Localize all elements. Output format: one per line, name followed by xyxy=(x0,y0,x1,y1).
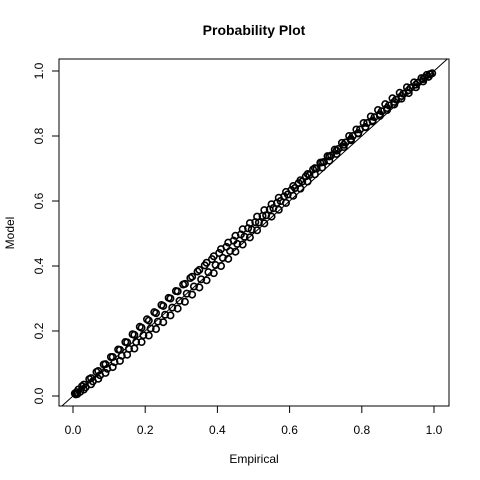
y-tick-label: 0.2 xyxy=(32,322,46,339)
plot-area xyxy=(59,59,449,406)
y-tick-label: 0.8 xyxy=(32,127,46,144)
x-tick-label: 0.8 xyxy=(353,423,370,437)
y-tick-label: 1.0 xyxy=(32,62,46,79)
x-tick-label: 1.0 xyxy=(426,423,443,437)
x-tick-label: 0.2 xyxy=(137,423,154,437)
y-tick-label: 0.6 xyxy=(32,192,46,209)
y-axis: 0.0 0.2 0.4 0.6 0.8 1.0 xyxy=(32,62,59,404)
x-tick-label: 0.0 xyxy=(65,423,82,437)
x-tick-label: 0.4 xyxy=(209,423,226,437)
y-tick-label: 0.4 xyxy=(32,257,46,274)
y-tick-label: 0.0 xyxy=(32,387,46,404)
x-axis-label: Empirical xyxy=(229,452,278,466)
y-axis-label: Model xyxy=(3,217,17,250)
x-tick-label: 0.6 xyxy=(281,423,298,437)
chart-title: Probability Plot xyxy=(203,22,306,38)
reference-line xyxy=(62,59,447,406)
x-axis: 0.0 0.2 0.4 0.6 0.8 1.0 xyxy=(65,406,443,437)
